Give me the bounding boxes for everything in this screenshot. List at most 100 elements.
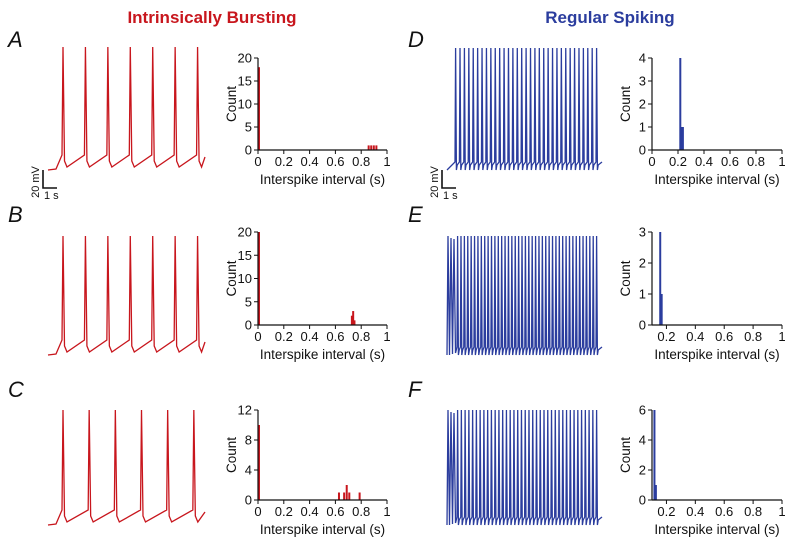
x-tick-label: 0.4 [301,504,319,519]
x-tick-label: 0.6 [326,154,344,169]
trace-B [47,235,206,356]
trace-path [47,235,206,356]
bar [680,127,683,150]
bar [679,58,682,150]
bar [258,67,260,150]
y-tick-label: 10 [238,97,252,112]
y-tick-label: 1 [639,120,646,135]
bar [375,145,378,150]
y-tick-label: 0 [639,143,646,158]
bar [370,145,373,150]
x-tick-label: 0.6 [721,154,739,169]
y-tick-label: 15 [238,248,252,263]
trace-path [47,409,206,526]
bar [352,311,355,325]
scale-bar-lines [42,170,57,189]
x-tick-label: 1 [778,154,785,169]
scale-time-label: 1 s [443,190,458,202]
y-tick-label: 12 [238,403,252,418]
y-axis-label: Count [618,260,633,296]
y-tick-label: 5 [245,120,252,135]
x-tick-label: 0.4 [301,329,319,344]
scale-voltage-label: 20 mV [429,165,441,197]
histogram-F: 0 2 4 6 0.2 0.4 0.6 0.8 1 Count Interspike interva… [618,403,786,538]
bar [345,485,348,500]
y-tick-label: 2 [639,97,646,112]
title-intrinsically-bursting: Intrinsically Bursting [127,8,296,27]
y-axis-label: Count [618,437,633,473]
x-tick-label: 0.8 [744,504,762,519]
y-axis-label: Count [224,86,239,122]
y-tick-label: 0 [245,143,252,158]
x-tick-label: 0.2 [275,329,293,344]
title-regular-spiking: Regular Spiking [545,8,674,27]
bar [343,492,346,500]
y-tick-label: 6 [639,403,646,418]
trace-path [47,46,206,171]
panel-letter-B: B [8,202,23,227]
x-tick-label: 1 [383,154,390,169]
x-tick-label: 0 [254,504,261,519]
trace-A [47,46,206,171]
scale-time-label: 1 s [44,190,59,202]
x-axis-label: Interspike interval (s) [260,347,385,362]
x-tick-label: 0 [648,154,655,169]
x-tick-label: 0.4 [301,154,319,169]
bar [258,425,260,500]
trace-D [446,47,603,171]
y-tick-label: 0 [245,318,252,333]
scale-bar-lines [441,170,456,189]
y-tick-label: 4 [639,51,646,66]
trace-E [446,235,603,356]
bar [654,485,657,500]
scale-voltage-label: 20 mV [30,165,42,197]
trace-path [446,235,603,356]
x-tick-label: 0.2 [657,329,675,344]
x-tick-label: 0.4 [695,154,713,169]
bar [653,410,656,500]
histogram-B: 0 5 10 15 20 0 0.2 0.4 0.6 0.8 1 Count Interspike in… [224,225,391,363]
x-tick-label: 0.2 [669,154,687,169]
trace-C [47,409,206,526]
y-tick-label: 0 [639,318,646,333]
x-tick-label: 0.6 [326,329,344,344]
y-tick-label: 3 [639,74,646,89]
y-tick-label: 2 [639,256,646,271]
x-tick-label: 1 [778,504,785,519]
y-tick-label: 2 [639,463,646,478]
x-axis-label: Interspike interval (s) [654,172,779,187]
y-tick-label: 8 [245,433,252,448]
y-tick-label: 1 [639,287,646,302]
y-tick-label: 0 [639,493,646,508]
bar [372,145,375,150]
y-axis-label: Count [224,260,239,296]
x-tick-label: 0.2 [275,504,293,519]
histogram-E: 0 1 2 3 0.2 0.4 0.6 0.8 1 Count Interspike interva… [618,225,786,363]
x-tick-label: 1 [383,329,390,344]
x-tick-label: 0.6 [326,504,344,519]
scale-bar: 20 mV 1 s [30,165,59,202]
scale-bar: 20 mV 1 s [429,165,458,202]
y-tick-label: 4 [245,463,252,478]
y-tick-label: 5 [245,294,252,309]
bar [358,492,361,500]
trace-F [446,409,603,526]
x-tick-label: 0.8 [352,154,370,169]
histogram-A: 0 5 10 15 20 0 0.2 0.4 0.6 0.8 1 Count Interspike in… [224,51,391,188]
bar [348,492,351,500]
bar [337,492,340,500]
bar [659,232,662,325]
bar [350,315,353,325]
x-axis-label: Interspike interval (s) [260,522,385,537]
x-axis-label: Interspike interval (s) [260,172,385,187]
trace-path [446,47,603,171]
bar [353,320,356,325]
bar [367,145,370,150]
x-tick-label: 1 [778,329,785,344]
x-tick-label: 0 [254,329,261,344]
y-axis-label: Count [618,86,633,122]
y-axis-label: Count [224,437,239,473]
x-tick-label: 0.6 [715,504,733,519]
